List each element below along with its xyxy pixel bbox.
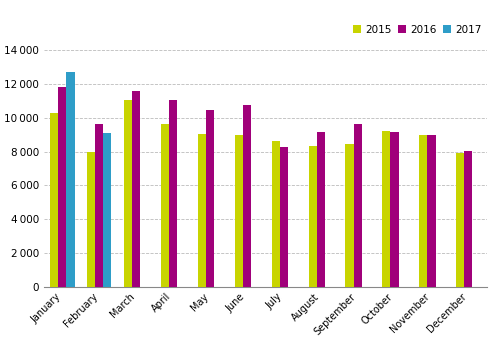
Bar [308, 147, 317, 287]
Bar [390, 132, 399, 287]
Bar [103, 133, 111, 287]
Bar [58, 87, 66, 287]
Bar [317, 132, 325, 287]
Bar [272, 140, 280, 287]
Bar [354, 124, 362, 287]
Bar [66, 72, 75, 287]
Bar [456, 153, 464, 287]
Bar [198, 134, 206, 287]
Bar [95, 124, 103, 287]
Bar [235, 135, 243, 287]
Bar [132, 91, 140, 287]
Legend: 2015, 2016, 2017: 2015, 2016, 2017 [353, 25, 482, 34]
Bar [161, 124, 169, 287]
Bar [346, 144, 354, 287]
Bar [169, 100, 177, 287]
Bar [280, 147, 288, 287]
Bar [206, 110, 214, 287]
Bar [50, 113, 58, 287]
Bar [427, 135, 436, 287]
Bar [382, 131, 390, 287]
Bar [419, 135, 427, 287]
Bar [464, 151, 472, 287]
Bar [87, 152, 95, 287]
Bar [124, 100, 132, 287]
Bar [243, 105, 251, 287]
